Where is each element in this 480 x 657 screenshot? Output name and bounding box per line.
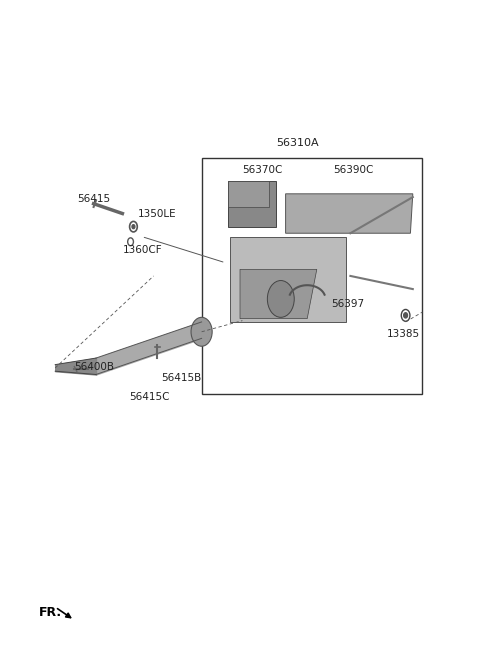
Polygon shape — [228, 181, 269, 207]
Bar — [202, 158, 422, 394]
Text: 56310A: 56310A — [276, 138, 319, 148]
Circle shape — [267, 281, 294, 317]
Circle shape — [132, 225, 135, 229]
Polygon shape — [240, 269, 317, 319]
Text: 1360CF: 1360CF — [122, 244, 162, 255]
Circle shape — [191, 317, 212, 346]
Text: 56400B: 56400B — [74, 361, 114, 372]
Text: 1350LE: 1350LE — [138, 208, 177, 219]
Text: 56390C: 56390C — [334, 164, 374, 175]
Polygon shape — [286, 194, 413, 233]
Text: 56415: 56415 — [77, 194, 110, 204]
Text: 56415C: 56415C — [130, 392, 170, 403]
Text: FR.: FR. — [38, 606, 61, 619]
Polygon shape — [230, 237, 346, 322]
Text: 56397: 56397 — [331, 298, 364, 309]
Polygon shape — [228, 181, 276, 227]
Circle shape — [404, 313, 408, 318]
Text: 56415B: 56415B — [161, 373, 201, 383]
Text: 56370C: 56370C — [242, 164, 283, 175]
Text: 13385: 13385 — [386, 328, 420, 339]
